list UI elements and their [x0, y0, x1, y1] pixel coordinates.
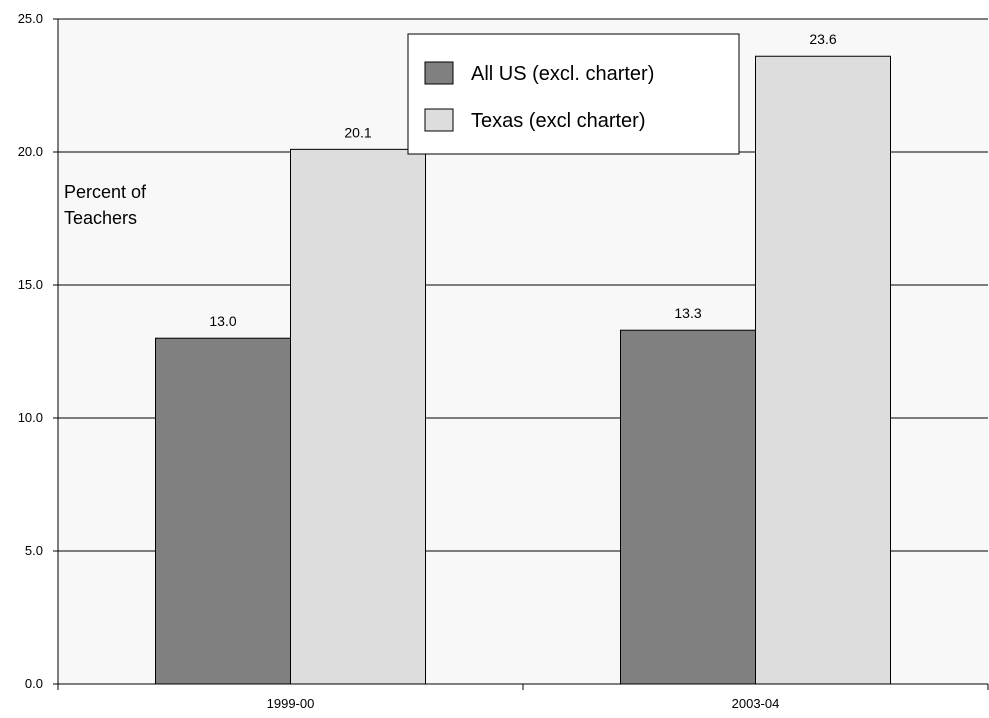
x-tick-label: 1999-00 — [267, 696, 315, 711]
legend-box — [407, 33, 740, 155]
axes: 0.0 5.0 10.0 15.0 20.0 25.0 1999-00 2003-04 — [18, 11, 989, 711]
y-axis-label-line-2: Teachers — [64, 208, 137, 228]
y-tick-label: 25.0 — [18, 11, 43, 26]
y-tick-label: 0.0 — [25, 676, 43, 691]
bar-series-1-cat-1 — [755, 55, 891, 685]
legend-label-all-us: All US (excl. charter) — [471, 63, 654, 85]
data-labels: 13.0 20.1 13.3 23.6 — [209, 31, 836, 329]
legend-swatch-all-us — [424, 61, 454, 85]
data-label: 13.3 — [674, 305, 701, 321]
bar-series-0-cat-1 — [620, 329, 756, 685]
data-label: 23.6 — [809, 31, 836, 47]
legend-label-texas: Texas (excl charter) — [471, 110, 646, 132]
bar-series-0-cat-0 — [155, 337, 291, 685]
data-label: 20.1 — [344, 124, 371, 140]
y-tick-label: 5.0 — [25, 543, 43, 558]
bars — [155, 55, 891, 685]
y-tick-label: 10.0 — [18, 410, 43, 425]
y-tick-label: 15.0 — [18, 277, 43, 292]
x-tick-label: 2003-04 — [732, 696, 780, 711]
bar-series-1-cat-0 — [290, 148, 426, 685]
y-tick-label: 20.0 — [18, 144, 43, 159]
data-label: 13.0 — [209, 313, 236, 329]
legend-swatch-texas — [424, 108, 454, 132]
y-axis-label-line-1: Percent of — [64, 182, 147, 202]
legend: All US (excl. charter) Texas (excl chart… — [407, 33, 740, 155]
